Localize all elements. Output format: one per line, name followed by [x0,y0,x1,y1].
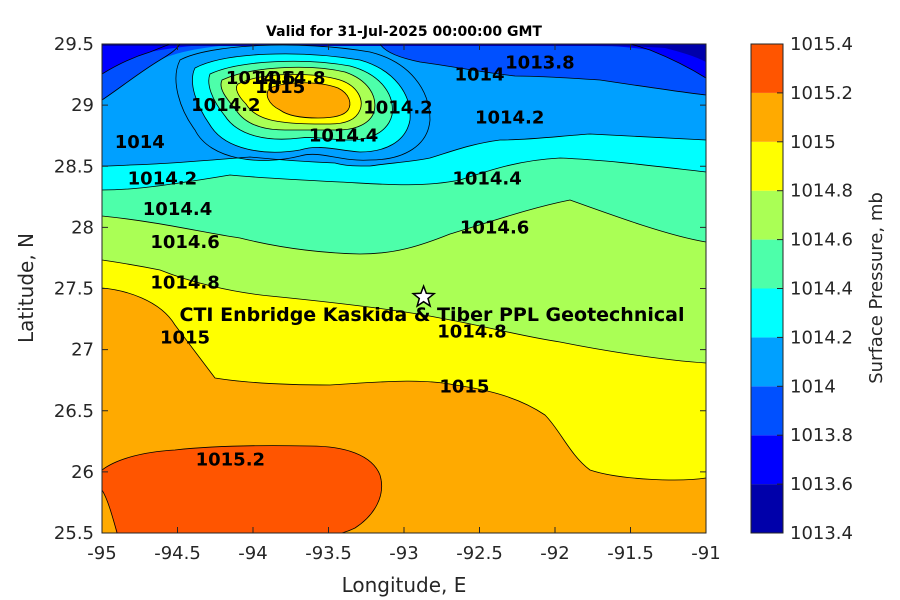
contour-line-1015.2-west [102,489,118,533]
x-tick-label: -94 [238,543,267,564]
colorbar-tick-label: 1014.2 [790,327,853,348]
contour-line-1015.2 [102,445,382,533]
y-tick-label: 29 [71,95,94,116]
band-1015.2 [102,445,382,533]
colorbar-tick-label: 1015 [790,132,836,153]
colorbar-tick-label: 1014.8 [790,181,853,202]
colorbar-tick-label: 1015.4 [790,34,853,55]
contour-label: 1013.8 [505,52,574,73]
contour-line-1013.8-west [102,44,171,75]
y-axis-label: Latitude, N [14,233,38,343]
colorbar-swatch [751,239,783,289]
contour-field [102,44,706,533]
contour-line-high-1014 [175,44,431,161]
x-tick-label: -94.5 [154,543,201,564]
y-tick-label: 27.5 [54,279,94,300]
x-tick-label: -93 [389,543,418,564]
colorbar-swatch [751,141,783,191]
x-tick-label: -91.5 [607,543,654,564]
x-tick-label: -95 [87,543,116,564]
chart-title: Valid for 31-Jul-2025 00:00:00 GMT [266,24,542,40]
contour-line-high-1014.2 [192,53,411,153]
contour-label: 1015 [439,376,489,397]
x-tick-label: -92.5 [456,543,503,564]
contour-line-1015 [102,287,706,481]
y-tick-label: 26 [71,462,94,483]
x-tick-label: -93.5 [305,543,352,564]
y-tick-label: 28 [71,217,94,238]
contour-label: 1015 [255,77,305,98]
contour-line-1013.8 [629,44,706,79]
y-tick-label: 29.5 [54,34,94,55]
contour-label: 1014.4 [143,199,212,220]
colorbar-swatch [751,435,783,485]
x-tick-label: -91 [691,543,720,564]
colorbar-tick-label: 1013.4 [790,523,853,544]
colorbar-swatch [751,337,783,387]
contour-label: 1014.2 [191,95,260,116]
band-1013.8 [102,44,706,100]
colorbar-swatch [751,44,783,93]
colorbar-tick-label: 1014.4 [790,279,853,300]
colorbar-swatch [751,288,783,338]
contour-line-1014-west [102,44,181,101]
x-axis-ticks: -95 -94.5 -94 -93.5 -93 -92.5 -92 -91.5 -91 [87,44,721,564]
contour-label: 1014.6 [460,217,529,238]
contour-label: 1014.6 [226,68,295,89]
colorbar-tick-label: 1014.6 [790,230,853,251]
colorbar-swatch [751,92,783,142]
y-tick-label: 25.5 [54,523,94,544]
y-tick-label: 28.5 [54,156,94,177]
colorbar-swatch [751,190,783,240]
y-tick-label: 27 [71,340,94,361]
contour-label: 1015.2 [196,450,265,471]
colorbar: 1013.4 1013.6 1013.8 1014 1014.2 1014.4 1014.6… [751,34,853,544]
contour-label: 1014.4 [309,126,378,147]
x-tick-label: -92 [540,543,569,564]
contour-line-high-1014.6 [220,66,376,131]
colorbar-swatch [751,484,783,533]
colorbar-frame [750,43,784,534]
band-1015-corner [102,490,117,533]
contour-label: 1014.8 [437,321,506,342]
site-marker-group: CTI Enbridge Kaskida & Tiber PPL Geotech… [180,283,685,326]
contour-label: 1014.2 [475,107,544,128]
contour-line-1014.4 [102,157,706,191]
contour-line-high-1014.4 [208,60,393,141]
contour-line-high-1014.8 [236,74,362,125]
contour-label: 1015 [160,327,210,348]
contour-label: 1014.6 [150,232,219,253]
site-annotation: CTI Enbridge Kaskida & Tiber PPL Geotech… [180,304,685,326]
colorbar-tick-label: 1014 [790,376,836,397]
colorbar-tick-label: 1013.8 [790,425,853,446]
contour-label: 1014.2 [363,98,432,119]
colorbar-label: Surface Pressure, mb [866,192,887,384]
contour-line-1014 [379,44,706,96]
contour-line-1014.8 [102,259,706,364]
contour-label: 1014.8 [256,68,325,89]
y-axis-ticks: 25.5 26 26.5 27 27.5 28 28.5 29 29.5 [54,34,706,544]
colorbar-tick-label: 1013.6 [790,474,853,495]
colorbar-swatch [751,386,783,436]
contour-label: 1014 [115,132,165,153]
contour-label: 1014.4 [452,168,521,189]
colorbar-tick-label: 1015.2 [790,83,853,104]
contour-line-1014.2 [102,133,706,167]
contour-line-1014.6 [102,199,706,255]
site-star-marker [411,283,437,308]
band-1013.4 [102,44,706,62]
contour-label: 1014.8 [150,272,219,293]
contour-line-high-1015 [266,82,351,119]
band-1015-high-cell [267,82,350,118]
contour-label: 1014 [454,65,504,86]
x-axis-label: Longitude, E [342,573,467,597]
contour-label: 1014.2 [128,168,197,189]
y-tick-label: 26.5 [54,401,94,422]
